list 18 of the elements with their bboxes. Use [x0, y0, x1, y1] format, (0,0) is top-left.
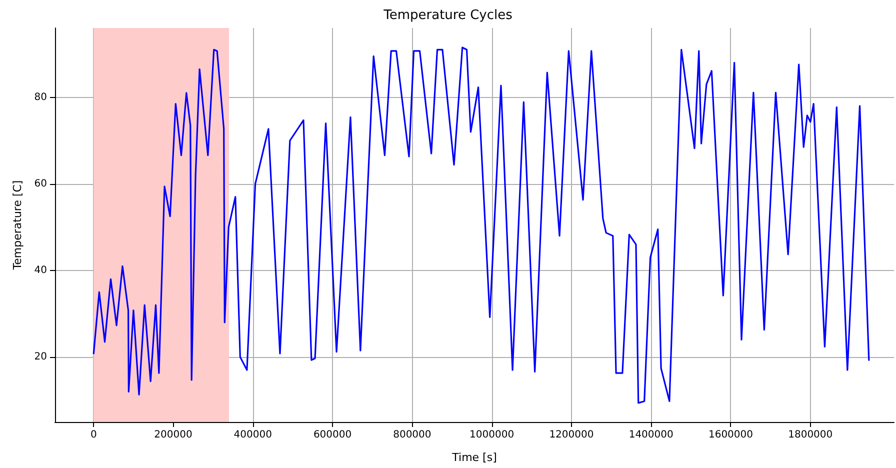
chart-title: Temperature Cycles	[382, 8, 513, 23]
x-tick-label: 200000	[154, 430, 192, 440]
y-axis-title: Temperature [C]	[11, 180, 24, 271]
x-tick-label: 1200000	[549, 430, 594, 440]
x-tick-label: 1600000	[708, 430, 754, 440]
y-tick-label: 40	[34, 264, 47, 276]
line-series	[92, 46, 870, 404]
x-tick-label: 800000	[393, 430, 432, 440]
x-tick-label: 1000000	[470, 430, 514, 440]
x-tick-label: 600000	[313, 430, 352, 440]
y-tick-label: 60	[34, 178, 47, 190]
x-tick-label: 1800000	[788, 430, 833, 440]
y-tick-label: 20	[34, 352, 47, 363]
x-tick-label: 0	[90, 430, 97, 440]
y-tick-label: 80	[34, 92, 47, 103]
x-tick-label: 1400000	[628, 430, 674, 440]
x-tick-label: 400000	[234, 430, 272, 440]
x-axis-title: Time [s]	[451, 451, 497, 464]
